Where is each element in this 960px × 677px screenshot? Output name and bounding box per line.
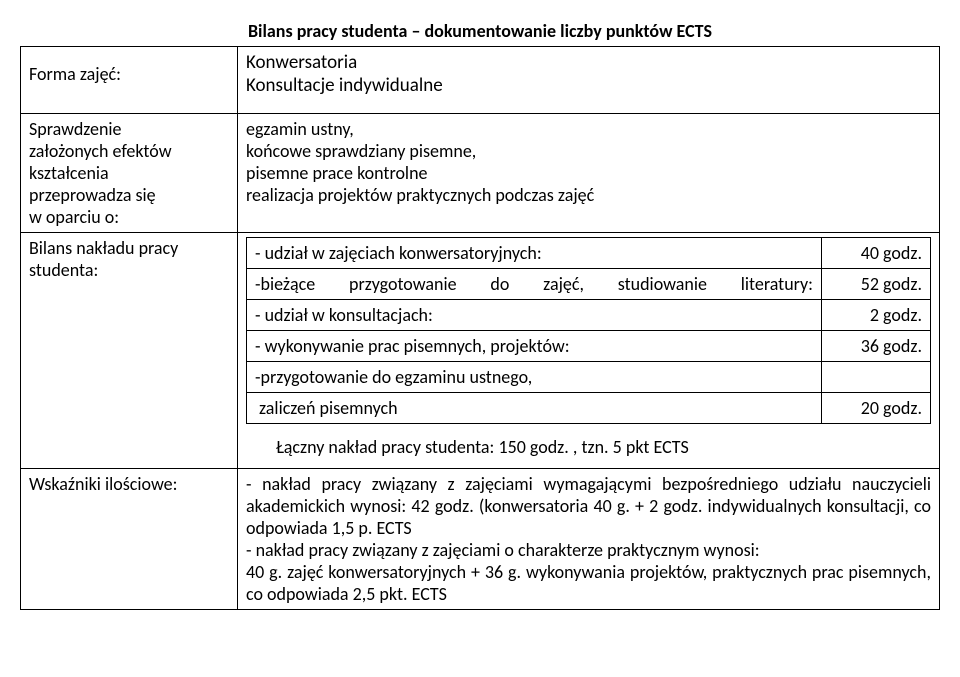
row-bilans: Bilans nakładu pracy studenta: - udział … [21, 233, 940, 469]
hours-label: - udział w konsultacjach: [247, 300, 822, 331]
hours-row: - udział w konsultacjach: 2 godz. [247, 300, 931, 331]
forma-label-cell: Forma zajęć: [21, 47, 238, 114]
bilans-content-cell: - udział w zajęciach konwersatoryjnych: … [238, 233, 940, 469]
sprawdzenie-l5: w oparciu o: [29, 206, 229, 228]
bilans-label-cell: Bilans nakładu pracy studenta: [21, 233, 238, 469]
wskazniki-label: Wskaźniki ilościowe: [29, 473, 177, 495]
wskazniki-content-cell: - nakład pracy związany z zajęciami wyma… [238, 469, 940, 610]
wskazniki-p3: 40 g. zajęć konwersatoryjnych + 36 g. wy… [246, 561, 931, 605]
row-sprawdzenie: Sprawdzenie założonych efektów kształcen… [21, 114, 940, 233]
page-title: Bilans pracy studenta – dokumentowanie l… [20, 20, 940, 42]
hours-row: -przygotowanie do egzaminu ustnego, [247, 362, 931, 393]
wskazniki-p2: - nakład pracy związany z zajęciami o ch… [246, 539, 931, 561]
row-wskazniki: Wskaźniki ilościowe: - nakład pracy zwią… [21, 469, 940, 610]
ects-table: Forma zajęć: Konwersatoria Konsultacje i… [20, 46, 940, 610]
hours-row: - wykonywanie prac pisemnych, projektów:… [247, 331, 931, 362]
sprawdzenie-label-cell: Sprawdzenie założonych efektów kształcen… [21, 114, 238, 233]
sprawdzenie-l2: założonych efektów [29, 140, 229, 162]
hours-label: zaliczeń pisemnych [247, 393, 822, 424]
wskazniki-p1: - nakład pracy związany z zajęciami wyma… [246, 473, 931, 539]
sprawdzenie-l1: Sprawdzenie [29, 118, 229, 140]
sprawdzenie-c3: pisemne prace kontrolne [246, 162, 931, 184]
forma-line2: Konsultacje indywidualne [246, 74, 931, 97]
hours-value: 40 godz. [822, 238, 931, 269]
hours-value: 2 godz. [822, 300, 931, 331]
hours-table: - udział w zajęciach konwersatoryjnych: … [246, 237, 931, 424]
forma-content-cell: Konwersatoria Konsultacje indywidualne [238, 47, 940, 114]
hours-label: -bieżące przygotowanie do zajęć, studiow… [247, 269, 822, 300]
forma-label: Forma zajęć: [29, 63, 121, 85]
hours-label: -przygotowanie do egzaminu ustnego, [247, 362, 822, 393]
sprawdzenie-l3: kształcenia [29, 162, 229, 184]
hours-row: -bieżące przygotowanie do zajęć, studiow… [247, 269, 931, 300]
sprawdzenie-c1: egzamin ustny, [246, 118, 931, 140]
sprawdzenie-c2: końcowe sprawdziany pisemne, [246, 140, 931, 162]
hours-value: 20 godz. [822, 393, 931, 424]
hours-value: 36 godz. [822, 331, 931, 362]
hours-value: 52 godz. [822, 269, 931, 300]
sprawdzenie-c4: realizacja projektów praktycznych podcza… [246, 184, 931, 206]
bilans-l2: studenta: [29, 259, 229, 281]
hours-label: - udział w zajęciach konwersatoryjnych: [247, 238, 822, 269]
sprawdzenie-l4: przeprowadza się [29, 184, 229, 206]
hours-value [822, 362, 931, 393]
hours-row: zaliczeń pisemnych 20 godz. [247, 393, 931, 424]
wskazniki-label-cell: Wskaźniki ilościowe: [21, 469, 238, 610]
sprawdzenie-content-cell: egzamin ustny, końcowe sprawdziany pisem… [238, 114, 940, 233]
bilans-l1: Bilans nakładu pracy [29, 237, 229, 259]
row-forma: Forma zajęć: Konwersatoria Konsultacje i… [21, 47, 940, 114]
hours-label: - wykonywanie prac pisemnych, projektów: [247, 331, 822, 362]
bilans-total: Łączny nakład pracy studenta: 150 godz. … [246, 436, 931, 458]
hours-row: - udział w zajęciach konwersatoryjnych: … [247, 238, 931, 269]
forma-line1: Konwersatoria [246, 51, 931, 74]
